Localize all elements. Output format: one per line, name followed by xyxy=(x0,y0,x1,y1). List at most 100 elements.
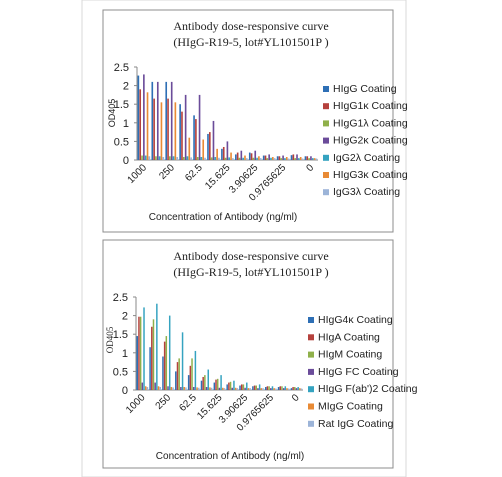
bar xyxy=(183,387,185,390)
bar xyxy=(202,139,205,160)
bar xyxy=(279,386,281,390)
bar xyxy=(230,152,232,160)
legend-swatch xyxy=(308,334,314,341)
legend-label: HIgG F(ab')2 Coating xyxy=(318,383,418,395)
bar xyxy=(188,137,191,160)
bar xyxy=(255,385,257,390)
bar xyxy=(169,156,171,160)
legend-swatch xyxy=(308,420,314,427)
bar xyxy=(193,115,195,160)
bar xyxy=(159,387,161,390)
bar xyxy=(209,387,211,390)
bar xyxy=(285,157,288,160)
bar xyxy=(139,316,142,390)
bar xyxy=(276,156,279,160)
bar xyxy=(162,356,164,390)
bar xyxy=(242,384,245,390)
legend-label: HIgG1λ Coating xyxy=(333,117,408,129)
bar xyxy=(207,133,209,160)
bar xyxy=(264,155,267,160)
bar xyxy=(198,387,200,390)
bar xyxy=(151,326,153,390)
bar xyxy=(210,157,213,160)
bar xyxy=(298,158,300,160)
legend-swatch xyxy=(308,368,314,375)
bar xyxy=(200,380,203,390)
bar xyxy=(260,388,263,390)
bar xyxy=(209,132,211,160)
bar xyxy=(146,92,149,160)
bar xyxy=(236,152,239,160)
y-tick-label: 0.5 xyxy=(113,366,128,378)
bar xyxy=(151,81,154,160)
bar xyxy=(139,89,142,160)
bar xyxy=(247,388,250,390)
bar xyxy=(299,157,302,160)
bar xyxy=(296,154,298,160)
bar xyxy=(198,94,201,160)
bar xyxy=(187,375,190,390)
bar xyxy=(240,150,243,160)
chart-1-x-axis-label: Concentration of Antibody (ng/ml) xyxy=(149,212,297,223)
bar xyxy=(232,158,234,160)
y-tick-label: 1.5 xyxy=(114,99,129,111)
bar xyxy=(156,81,159,160)
bar xyxy=(207,369,209,390)
legend-swatch xyxy=(323,172,329,178)
y-tick-label: 1 xyxy=(122,348,128,360)
bar xyxy=(287,158,290,160)
legend-label: IgG3λ Coating xyxy=(333,186,400,198)
bar xyxy=(266,158,269,160)
bar xyxy=(218,157,220,160)
bar xyxy=(287,388,290,390)
bar xyxy=(264,387,267,390)
bar xyxy=(163,341,166,390)
bar xyxy=(181,111,183,160)
bar xyxy=(286,388,288,390)
legend-swatch xyxy=(323,103,329,110)
bar xyxy=(272,157,274,160)
legend-label: HIgG2κ Coating xyxy=(333,135,408,147)
legend-swatch xyxy=(323,154,329,161)
bar xyxy=(146,387,149,390)
chart-2-legend: HIgG4κ Coating HIgA Coating HIgM Coating HI… xyxy=(308,314,418,430)
bar xyxy=(248,152,251,160)
bar xyxy=(250,153,253,160)
bar xyxy=(252,386,254,390)
y-tick-label: 2 xyxy=(123,81,129,93)
bar xyxy=(253,385,256,390)
legend-swatch xyxy=(308,403,314,410)
bar xyxy=(295,388,298,390)
bar xyxy=(212,120,215,160)
bar xyxy=(214,157,217,160)
bar xyxy=(270,157,272,160)
bar xyxy=(270,388,272,390)
bar xyxy=(294,158,296,160)
bar xyxy=(238,157,241,160)
bar xyxy=(221,148,223,160)
bar xyxy=(160,102,163,160)
bar xyxy=(242,157,244,160)
bar xyxy=(249,388,251,390)
bar xyxy=(290,155,293,160)
bar xyxy=(184,94,187,160)
legend-swatch xyxy=(323,189,329,196)
bar xyxy=(182,157,185,160)
bar xyxy=(174,102,177,160)
legend-label: Rat IgG Coating xyxy=(318,418,393,430)
bar xyxy=(273,158,276,160)
legend-swatch xyxy=(308,351,314,358)
bar xyxy=(268,386,270,390)
bar xyxy=(315,158,318,160)
bar xyxy=(149,347,151,390)
bar xyxy=(233,380,235,390)
bar xyxy=(191,358,193,390)
bar xyxy=(244,155,246,160)
chart-2-y-axis-label: OD405 xyxy=(105,326,115,353)
y-tick-label: 2.5 xyxy=(113,292,128,304)
bar xyxy=(254,150,257,160)
bar xyxy=(168,315,171,390)
bar xyxy=(141,382,144,390)
chart-2-title: Antibody dose-responsive curve xyxy=(173,249,328,263)
bar xyxy=(281,386,283,390)
